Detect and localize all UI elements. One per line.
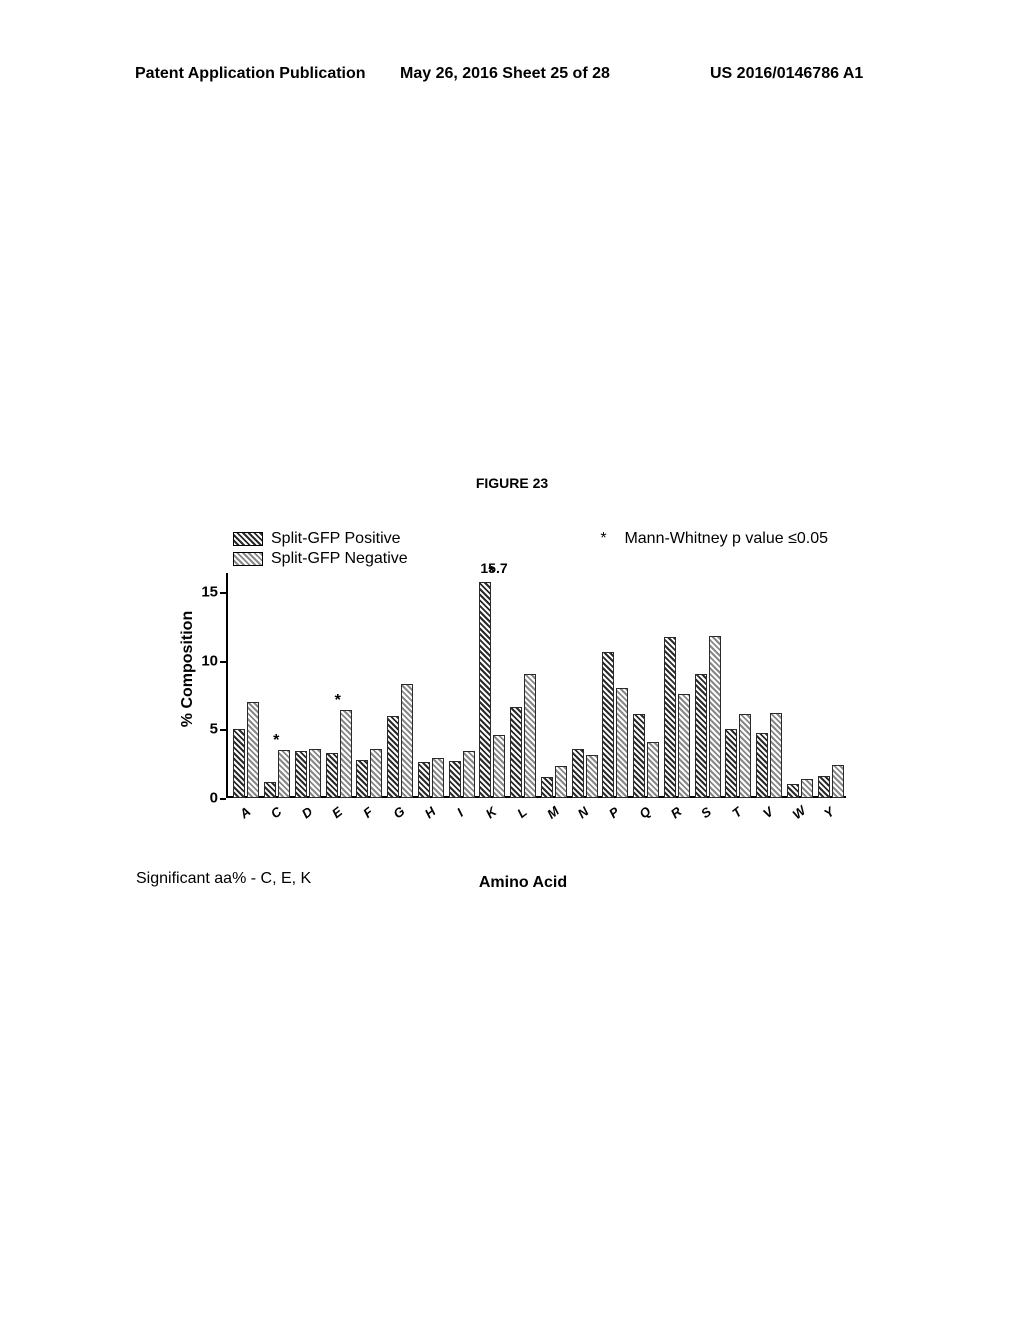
x-tick-label: T [728, 803, 747, 822]
footer-significance-note: Significant aa% - C, E, K [136, 870, 311, 888]
legend-swatch-positive [233, 532, 263, 546]
chart-legend: Split-GFP Positive Split-GFP Negative [233, 530, 408, 570]
x-tick-label: R [666, 803, 685, 822]
bar-negative [340, 710, 352, 798]
x-tick-label: Y [820, 803, 839, 822]
y-tick [220, 592, 226, 594]
bar-positive [787, 784, 799, 798]
figure-title: FIGURE 23 [0, 475, 1024, 491]
x-tick-label: Q [635, 803, 654, 822]
note-symbol: * [600, 530, 606, 547]
bar-positive [264, 782, 276, 799]
bar-negative [278, 750, 290, 798]
plot-area: ACDEFGHIKLMNPQRSTVWY 051015 15.7 *** [226, 578, 846, 798]
legend-item-positive: Split-GFP Positive [233, 530, 408, 548]
bar-negative [524, 674, 536, 798]
y-tick [220, 661, 226, 663]
y-tick-label: 10 [188, 652, 218, 669]
y-axis [226, 573, 228, 798]
x-tick-label: F [359, 803, 378, 822]
bar-negative [586, 755, 598, 798]
bar-negative [709, 636, 721, 798]
header-pub-number: US 2016/0146786 A1 [710, 65, 863, 83]
bar-positive [664, 637, 676, 798]
bars-container: ACDEFGHIKLMNPQRSTVWY [231, 578, 846, 798]
bar-negative [401, 684, 413, 798]
bar-positive [818, 776, 830, 798]
x-tick-label: I [451, 803, 470, 822]
bar-negative [432, 758, 444, 798]
bar-negative [801, 779, 813, 798]
bar-positive [356, 760, 368, 799]
bar-positive [510, 707, 522, 798]
x-tick-label: E [328, 803, 347, 822]
bar-positive [233, 729, 245, 798]
bar-positive [449, 761, 461, 798]
bar-positive [572, 749, 584, 799]
legend-item-negative: Split-GFP Negative [233, 550, 408, 568]
header-pub-type: Patent Application Publication [135, 65, 366, 83]
y-tick-label: 15 [188, 583, 218, 600]
bar-negative [616, 688, 628, 798]
significance-star: * [273, 732, 279, 750]
x-tick-label: D [297, 803, 316, 822]
bar-negative [463, 751, 475, 798]
bar-negative [247, 702, 259, 798]
bar-negative [647, 742, 659, 798]
bar-negative [678, 694, 690, 799]
bar-positive [387, 716, 399, 799]
legend-label-negative: Split-GFP Negative [271, 550, 408, 568]
bar-positive [541, 777, 553, 798]
significance-star: * [488, 564, 494, 582]
x-tick-label: S [697, 803, 716, 822]
significance-star: * [335, 692, 341, 710]
legend-swatch-negative [233, 552, 263, 566]
composition-bar-chart: Split-GFP Positive Split-GFP Negative * … [178, 530, 868, 840]
bar-negative [493, 735, 505, 798]
bar-positive [633, 714, 645, 798]
bar-negative [309, 749, 321, 799]
legend-significance-note: * Mann-Whitney p value ≤0.05 [600, 530, 828, 548]
y-tick [220, 729, 226, 731]
x-tick-label: N [574, 803, 593, 822]
x-tick-label: K [482, 803, 501, 822]
bar-positive [295, 751, 307, 798]
y-tick-label: 0 [188, 790, 218, 807]
bar-negative [832, 765, 844, 798]
bar-negative [739, 714, 751, 798]
y-tick [220, 798, 226, 800]
y-axis-label: % Composition [179, 611, 197, 727]
bar-positive [326, 753, 338, 798]
x-tick-label: L [512, 803, 531, 822]
x-tick-label: W [789, 803, 808, 822]
bar-positive [725, 729, 737, 798]
bar-positive [479, 582, 491, 798]
bar-positive [695, 674, 707, 798]
note-text: Mann-Whitney p value ≤0.05 [624, 530, 828, 547]
bar-negative [370, 749, 382, 799]
x-tick-label: H [420, 803, 439, 822]
bar-negative [770, 713, 782, 798]
bar-positive [418, 762, 430, 798]
x-tick-label: V [758, 803, 777, 822]
x-tick-label: G [389, 803, 408, 822]
header-date-sheet: May 26, 2016 Sheet 25 of 28 [400, 65, 610, 83]
legend-label-positive: Split-GFP Positive [271, 530, 401, 548]
bar-positive [756, 733, 768, 798]
x-tick-label: C [266, 803, 285, 822]
bar-negative [555, 766, 567, 798]
x-tick-label: M [543, 803, 562, 822]
x-tick-label: P [605, 803, 624, 822]
x-tick-label: A [236, 803, 255, 822]
bar-positive [602, 652, 614, 798]
y-tick-label: 5 [188, 721, 218, 738]
